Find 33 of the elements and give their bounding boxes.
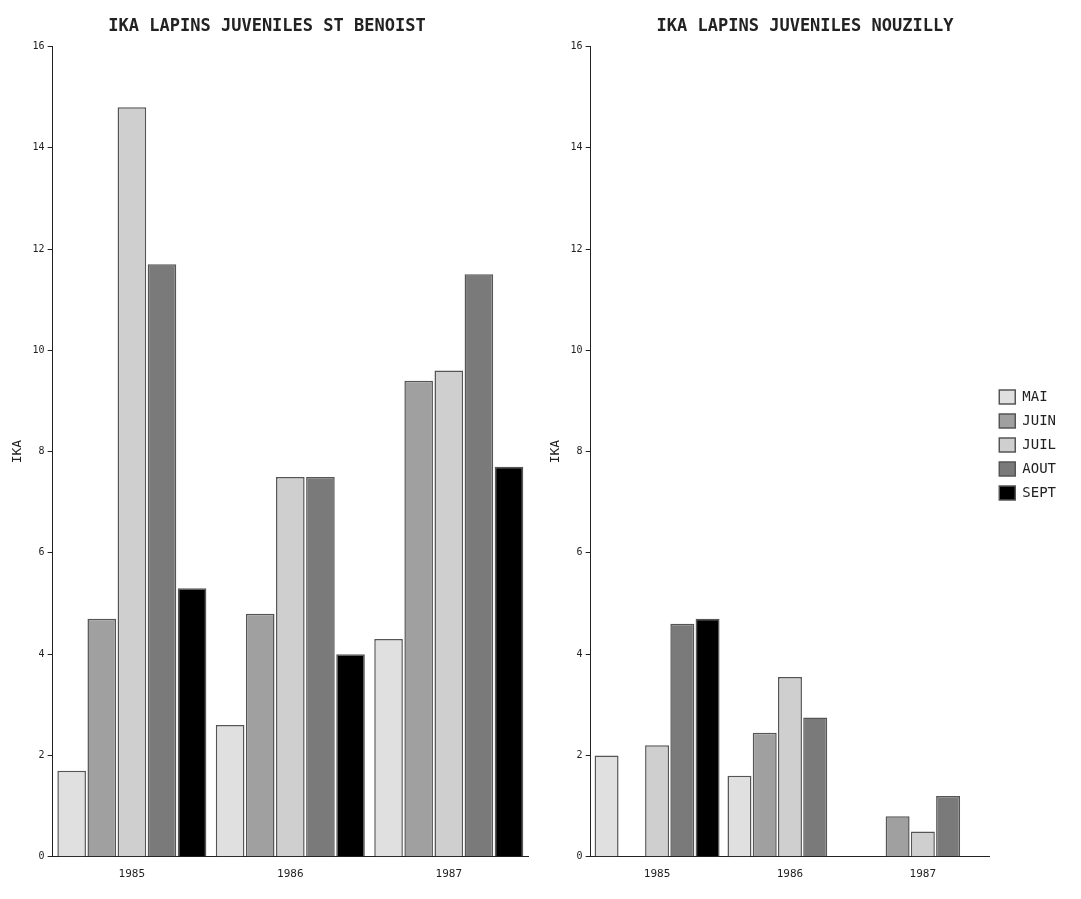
x-tick-label: 1985 [643, 867, 671, 881]
legend-label: AOUT [1022, 459, 1057, 476]
y-tick-label: 12 [32, 242, 45, 254]
legend-label: SEPT [1022, 483, 1057, 500]
y-tick-label: 4 [38, 647, 45, 659]
y-tick-label: 2 [38, 749, 45, 761]
y-tick-label: 10 [570, 343, 583, 355]
y-tick-label: 12 [570, 242, 583, 254]
y-tick-label: 10 [32, 343, 45, 355]
y-tick-label: 0 [576, 850, 583, 862]
y-tick-label: 4 [576, 647, 583, 659]
y-tick-label: 8 [576, 445, 583, 457]
x-tick-label: 1986 [277, 867, 304, 881]
legend-label: JUIN [1022, 411, 1056, 428]
legend-label: JUIL [1022, 435, 1056, 452]
x-tick-label: 1986 [776, 867, 804, 881]
y-tick-label: 14 [32, 141, 45, 153]
y-axis-title: IKA [547, 439, 563, 464]
y-tick-label: 14 [570, 141, 583, 153]
chart-title: IKA LAPINS JUVENILES ST BENOIST [108, 14, 426, 35]
legend-label: MAI [1022, 387, 1048, 404]
x-tick-label: 1987 [909, 867, 937, 881]
y-tick-label: 16 [570, 39, 583, 51]
chart-title: IKA LAPINS JUVENILES NOUZILLY [656, 14, 955, 35]
x-tick-label: 1985 [118, 867, 146, 881]
y-tick-label: 0 [38, 850, 45, 862]
x-tick-label: 1987 [435, 867, 463, 881]
y-tick-label: 2 [576, 749, 583, 761]
y-tick-label: 6 [576, 546, 583, 558]
y-tick-label: 6 [38, 546, 45, 558]
y-tick-label: 8 [38, 445, 45, 457]
y-axis-title: IKA [9, 439, 25, 464]
y-tick-label: 16 [32, 39, 45, 51]
